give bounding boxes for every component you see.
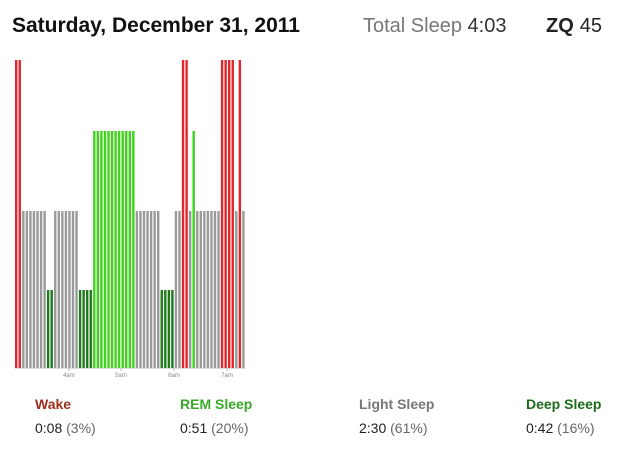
bar-deep — [171, 290, 174, 368]
legend-light: Light Sleep 2:30 (61%) — [359, 396, 499, 436]
bar-light — [206, 211, 210, 368]
bar-wake — [18, 60, 21, 368]
bar-light — [57, 211, 60, 368]
bar-deep — [164, 290, 167, 368]
bar-wake — [185, 60, 188, 368]
legend-wake-duration: 0:08 — [35, 420, 63, 436]
bar-light — [142, 211, 146, 368]
bar-rem — [125, 131, 128, 368]
page-header: Saturday, December 31, 2011 Total Sleep … — [12, 12, 628, 44]
bar-light — [235, 211, 238, 368]
bar-rem — [192, 131, 195, 368]
legend-rem-duration: 0:51 — [180, 420, 208, 436]
bar-light — [64, 211, 68, 368]
bar-light — [22, 211, 25, 368]
bar-rem — [93, 131, 96, 368]
bar-rem — [110, 131, 114, 368]
bar-light — [153, 211, 156, 368]
bar-light — [68, 211, 71, 368]
x-tick-label: 4am — [63, 373, 75, 379]
bar-light — [43, 211, 46, 368]
bar-light — [199, 211, 202, 368]
bar-light — [139, 211, 142, 368]
bar-light — [188, 211, 192, 368]
bar-deep — [160, 290, 163, 368]
bar-light — [25, 211, 29, 368]
bar-light — [36, 211, 39, 368]
bar-deep — [78, 290, 82, 368]
total-sleep-label: Total Sleep — [363, 15, 462, 37]
bar-rem — [107, 131, 110, 368]
legend-wake-stat: 0:08 (3%) — [35, 420, 175, 436]
bar-deep — [46, 290, 50, 368]
bar-light — [242, 211, 245, 368]
legend-rem-stat: 0:51 (20%) — [180, 420, 320, 436]
legend-deep-duration: 0:42 — [526, 420, 554, 436]
bar-wake — [181, 60, 185, 368]
legend-light-stat: 2:30 (61%) — [359, 420, 499, 436]
bar-light — [54, 211, 57, 368]
bar-wake — [238, 60, 242, 368]
bar-light — [157, 211, 160, 368]
bar-wake — [220, 60, 224, 368]
bar-light — [29, 211, 32, 368]
legend-wake: Wake 0:08 (3%) — [35, 396, 175, 436]
legend-deep-percent: (16%) — [557, 420, 595, 436]
bar-rem — [117, 131, 121, 368]
legend-light-duration: 2:30 — [359, 420, 387, 436]
legend-deep: Deep Sleep 0:42 (16%) — [526, 396, 640, 436]
x-tick-label: 6am — [168, 373, 180, 379]
legend-rem-percent: (20%) — [211, 420, 249, 436]
night-date: Saturday, December 31, 2011 — [12, 14, 300, 37]
bar-light — [213, 211, 217, 368]
legend-light-label: Light Sleep — [359, 396, 435, 412]
bar-rem — [100, 131, 103, 368]
bar-light — [146, 211, 149, 368]
bar-deep — [50, 290, 53, 368]
bar-rem — [128, 131, 131, 368]
bar-rem — [96, 131, 100, 368]
zq-value: 45 — [579, 15, 603, 37]
bar-light — [210, 211, 213, 368]
bar-rem — [114, 131, 117, 368]
legend-wake-label: Wake — [35, 396, 72, 412]
bar-light — [196, 211, 199, 368]
zq-score: ZQ 45 — [546, 15, 602, 38]
bar-light — [61, 211, 64, 368]
zq-label: ZQ — [546, 15, 574, 37]
legend-deep-label: Deep Sleep — [526, 396, 602, 412]
bar-wake — [231, 60, 234, 368]
bar-light — [217, 211, 220, 368]
total-sleep: Total Sleep 4:03 — [363, 15, 506, 38]
bar-deep — [89, 290, 92, 368]
bar-light — [178, 211, 181, 368]
bar-deep — [82, 290, 85, 368]
bar-light — [71, 211, 75, 368]
x-tick-label: 5am — [115, 373, 127, 379]
bar-rem — [121, 131, 124, 368]
x-tick-label: 7am — [221, 373, 233, 379]
total-sleep-value: 4:03 — [467, 15, 507, 37]
legend-rem: REM Sleep 0:51 (20%) — [180, 396, 320, 436]
legend-light-percent: (61%) — [390, 420, 428, 436]
bar-rem — [132, 131, 135, 368]
bar-light — [39, 211, 43, 368]
bar-light — [149, 211, 153, 368]
bar-rem — [103, 131, 107, 368]
bar-wake — [15, 60, 18, 368]
bar-deep — [86, 290, 89, 368]
bar-wake — [224, 60, 227, 368]
bar-light — [75, 211, 78, 368]
bar-light — [174, 211, 178, 368]
bar-deep — [167, 290, 171, 368]
bar-light — [203, 211, 206, 368]
bar-light — [135, 211, 139, 368]
legend-deep-stat: 0:42 (16%) — [526, 420, 640, 436]
legend-wake-percent: (3%) — [66, 420, 96, 436]
legend-rem-label: REM Sleep — [180, 396, 253, 412]
bar-wake — [228, 60, 231, 368]
bar-light — [32, 211, 36, 368]
